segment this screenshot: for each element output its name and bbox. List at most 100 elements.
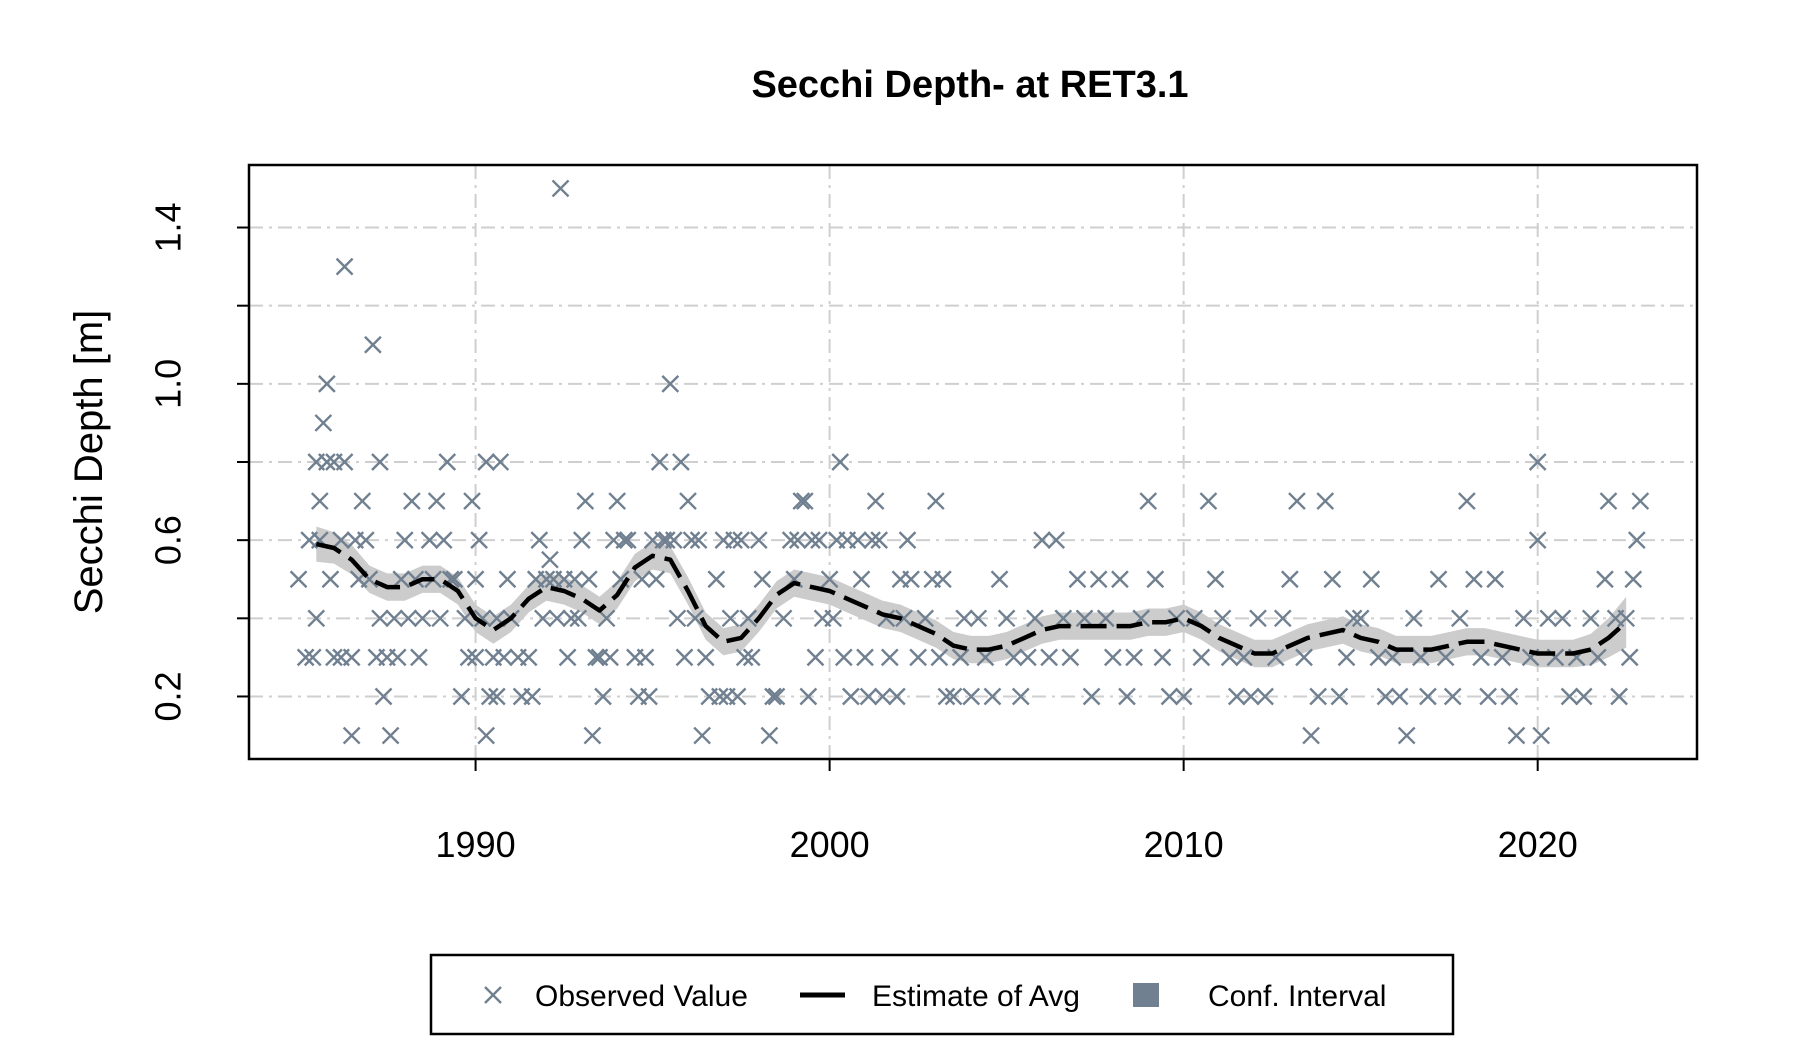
- observed-point: [1627, 531, 1646, 550]
- observed-point: [711, 687, 729, 706]
- observed-point: [820, 570, 839, 589]
- observed-point: [1249, 609, 1267, 628]
- observed-point: [1631, 492, 1650, 510]
- observed-point: [495, 648, 513, 667]
- observed-point: [1617, 609, 1636, 628]
- observed-point: [909, 648, 927, 667]
- observed-point: [597, 609, 616, 628]
- legend-ci-label: Conf. Interval: [1208, 980, 1386, 1013]
- y-axis: 0.2 0.6 1.0 1.4: [148, 203, 249, 721]
- observed-point: [930, 648, 949, 667]
- observed-point: [289, 570, 308, 589]
- observed-point: [1528, 531, 1547, 550]
- observed-point: [902, 570, 920, 589]
- observed-point: [1599, 492, 1618, 510]
- observed-point: [735, 648, 754, 667]
- observed-point: [583, 726, 602, 745]
- observed-point: [1493, 648, 1512, 667]
- observed-point: [1295, 648, 1313, 667]
- observed-point: [1281, 570, 1299, 589]
- observed-point: [1146, 570, 1165, 589]
- estimate-line: [315, 541, 1628, 656]
- observed-point: [1004, 648, 1023, 667]
- observed-point: [856, 648, 874, 667]
- y-tick-label: 0.2: [148, 671, 189, 721]
- observed-point: [1040, 648, 1058, 667]
- observed-point: [916, 609, 935, 628]
- observed-point: [689, 531, 708, 550]
- observed-point: [799, 687, 818, 706]
- observed-point: [1553, 609, 1572, 628]
- observed-point: [615, 531, 634, 550]
- legend-estimate-label: Estimate of Avg: [872, 980, 1080, 1013]
- observed-point: [548, 609, 566, 628]
- observed-point: [888, 687, 906, 706]
- observed-point: [749, 531, 768, 550]
- observed-point: [976, 648, 995, 667]
- x-tick-label: 2020: [1498, 824, 1578, 865]
- observed-point: [477, 726, 496, 745]
- observed-point: [951, 648, 970, 667]
- observed-point: [842, 687, 860, 706]
- legend-box: [429, 953, 1455, 1036]
- observed-point: [962, 687, 981, 706]
- observed-point: [640, 687, 658, 706]
- observed-point: [296, 648, 315, 667]
- observed-point: [335, 453, 354, 471]
- observed-point: [647, 570, 665, 589]
- observed-point: [1089, 570, 1108, 589]
- observed-point: [990, 570, 1009, 589]
- observed-point: [307, 609, 326, 628]
- observed-point: [1479, 687, 1497, 706]
- observed-point: [1450, 609, 1469, 628]
- observed-point: [1011, 687, 1030, 706]
- observed-point: [569, 609, 588, 628]
- observed-point: [1620, 648, 1639, 667]
- observed-point: [565, 570, 584, 589]
- observed-point: [459, 648, 478, 667]
- observed-point: [1429, 570, 1448, 589]
- observed-point: [739, 609, 758, 628]
- observed-point: [1111, 570, 1129, 589]
- observed-point: [1125, 648, 1143, 667]
- observed-point: [1082, 687, 1101, 706]
- observed-point: [661, 374, 680, 393]
- observed-point: [420, 531, 439, 550]
- observed-point: [831, 453, 850, 471]
- observed-point: [944, 687, 963, 706]
- observed-point: [487, 687, 506, 706]
- observed-point: [693, 726, 712, 745]
- observed-point: [491, 453, 510, 471]
- observed-point: [1153, 648, 1172, 667]
- observed-point: [303, 648, 322, 667]
- observed-point: [721, 609, 740, 628]
- legend: Observed Value Estimate of Avg Conf. Int…: [429, 953, 1455, 1036]
- observed-point: [1174, 687, 1193, 706]
- observed-point: [541, 550, 559, 569]
- observed-point: [873, 687, 892, 706]
- observed-point: [803, 531, 821, 550]
- observed-point: [767, 687, 786, 706]
- observed-point: [576, 492, 595, 510]
- observed-point: [781, 531, 800, 550]
- observed-point: [686, 609, 704, 628]
- observed-point: [551, 179, 570, 198]
- observed-point: [764, 687, 782, 706]
- observed-point: [1514, 609, 1533, 628]
- observed-point: [1344, 609, 1363, 628]
- observed-point: [364, 335, 382, 354]
- observed-point: [1574, 687, 1593, 706]
- observed-point: [675, 648, 694, 667]
- observed-point: [1610, 687, 1628, 706]
- observed-point: [1500, 687, 1519, 706]
- observed-point: [395, 531, 414, 550]
- observed-point: [753, 570, 772, 589]
- observed-point: [466, 570, 485, 589]
- observed-point: [427, 492, 446, 510]
- observed-point: [342, 648, 361, 667]
- observed-point: [1539, 609, 1558, 628]
- observed-point: [792, 492, 811, 510]
- observed-point: [1323, 570, 1342, 589]
- observed-point: [385, 609, 404, 628]
